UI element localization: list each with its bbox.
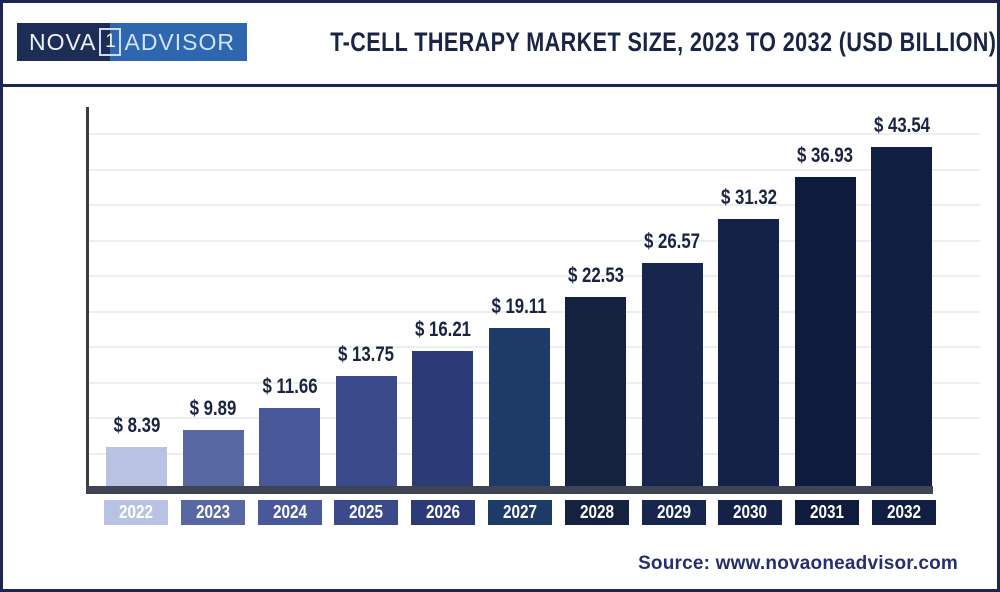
y-axis-line xyxy=(86,107,89,487)
logo-one-box-wrap: 1 xyxy=(99,23,122,61)
year-label-2032: 2032 xyxy=(871,500,936,525)
year-label-text: 2032 xyxy=(886,502,921,522)
bar-2025: $ 13.75 xyxy=(335,343,397,486)
gridline xyxy=(88,239,980,242)
year-label-2030: 2030 xyxy=(718,500,783,525)
bar-2031: $ 36.93 xyxy=(794,144,856,486)
bar-2024: $ 11.66 xyxy=(259,375,320,486)
bar-value-label-2022: $ 8.39 xyxy=(113,414,160,437)
bar-2032: $ 43.54 xyxy=(871,114,932,486)
year-label-2022: 2022 xyxy=(104,500,168,525)
source-text: Source: www.novaoneadvisor.com xyxy=(638,553,958,574)
bar-2029: $ 26.57 xyxy=(641,230,703,486)
year-label-text: 2022 xyxy=(118,502,154,522)
brand-logo: NOVA 1 ADVISOR xyxy=(17,23,248,61)
bar-value-label-2025: $ 13.75 xyxy=(337,343,395,366)
gridline xyxy=(88,168,980,171)
gridline xyxy=(88,310,980,313)
gridline xyxy=(88,133,980,135)
year-label-2029: 2029 xyxy=(641,500,706,525)
year-label-2025: 2025 xyxy=(334,500,399,525)
header-divider xyxy=(0,84,1000,87)
bar-value-label-2028: $ 22.53 xyxy=(567,264,624,287)
logo-text-nova: NOVA xyxy=(17,23,100,61)
x-axis-baseline xyxy=(86,486,933,494)
logo-advisor-label: ADVISOR xyxy=(124,28,236,55)
year-label-2027: 2027 xyxy=(487,500,552,525)
bar-2023: $ 9.89 xyxy=(182,397,244,486)
year-label-text: 2029 xyxy=(656,502,691,522)
bar-2027: $ 19.11 xyxy=(488,295,550,486)
x-axis-labels: 2022 2023 2024 2025 2026 2027 2028 2029 2030 2031… xyxy=(104,500,936,525)
year-label-2026: 2026 xyxy=(411,500,476,525)
logo-one-label: 1 xyxy=(105,31,116,52)
bars: $ 8.39 $ 9.89 $ 11.66 $ 13.75 $ 16.21 $ 19.11… xyxy=(106,0,932,486)
logo-one-box: 1 xyxy=(99,28,122,56)
bar-value-label-2029: $ 26.57 xyxy=(643,230,701,253)
year-label-2023: 2023 xyxy=(180,500,245,525)
year-label-text: 2024 xyxy=(272,502,307,522)
bar-2028: $ 22.53 xyxy=(565,264,626,486)
year-label-text: 2027 xyxy=(502,502,537,522)
bar-value-label-2026: $ 16.21 xyxy=(414,318,471,341)
gridline xyxy=(88,204,980,206)
bar-value-label-2027: $ 19.11 xyxy=(491,295,547,318)
bar-2022: $ 8.39 xyxy=(106,414,167,486)
bar-2030: $ 31.32 xyxy=(718,186,779,486)
year-label-2031: 2031 xyxy=(795,500,860,525)
bar-value-label-2030: $ 31.32 xyxy=(720,186,777,209)
year-label-2028: 2028 xyxy=(564,500,629,525)
year-label-text: 2025 xyxy=(349,502,384,522)
gridline xyxy=(88,275,980,277)
title-wrap: T-CELL THERAPY MARKET SIZE, 2023 TO 2032… xyxy=(247,27,1000,58)
bar-value-label-2024: $ 11.66 xyxy=(261,375,318,398)
logo-text-advisor: ADVISOR xyxy=(121,23,248,61)
bar-value-label-2031: $ 36.93 xyxy=(796,144,854,167)
bar-value-label-2032: $ 43.54 xyxy=(873,114,930,137)
bar-value-label-2023: $ 9.89 xyxy=(189,397,237,420)
year-label-text: 2028 xyxy=(579,502,614,522)
year-label-2024: 2024 xyxy=(257,500,322,525)
chart-title: T-CELL THERAPY MARKET SIZE, 2023 TO 2032… xyxy=(330,26,997,57)
bar-2026: $ 16.21 xyxy=(412,318,473,486)
year-label-text: 2030 xyxy=(733,502,768,522)
year-label-text: 2031 xyxy=(810,502,845,522)
logo-nova-label: NOVA xyxy=(29,28,97,55)
year-label-text: 2026 xyxy=(426,502,461,522)
header: NOVA 1 ADVISOR T-CELL THERAPY MARKET SIZ… xyxy=(0,0,1000,84)
year-label-text: 2023 xyxy=(195,502,230,522)
